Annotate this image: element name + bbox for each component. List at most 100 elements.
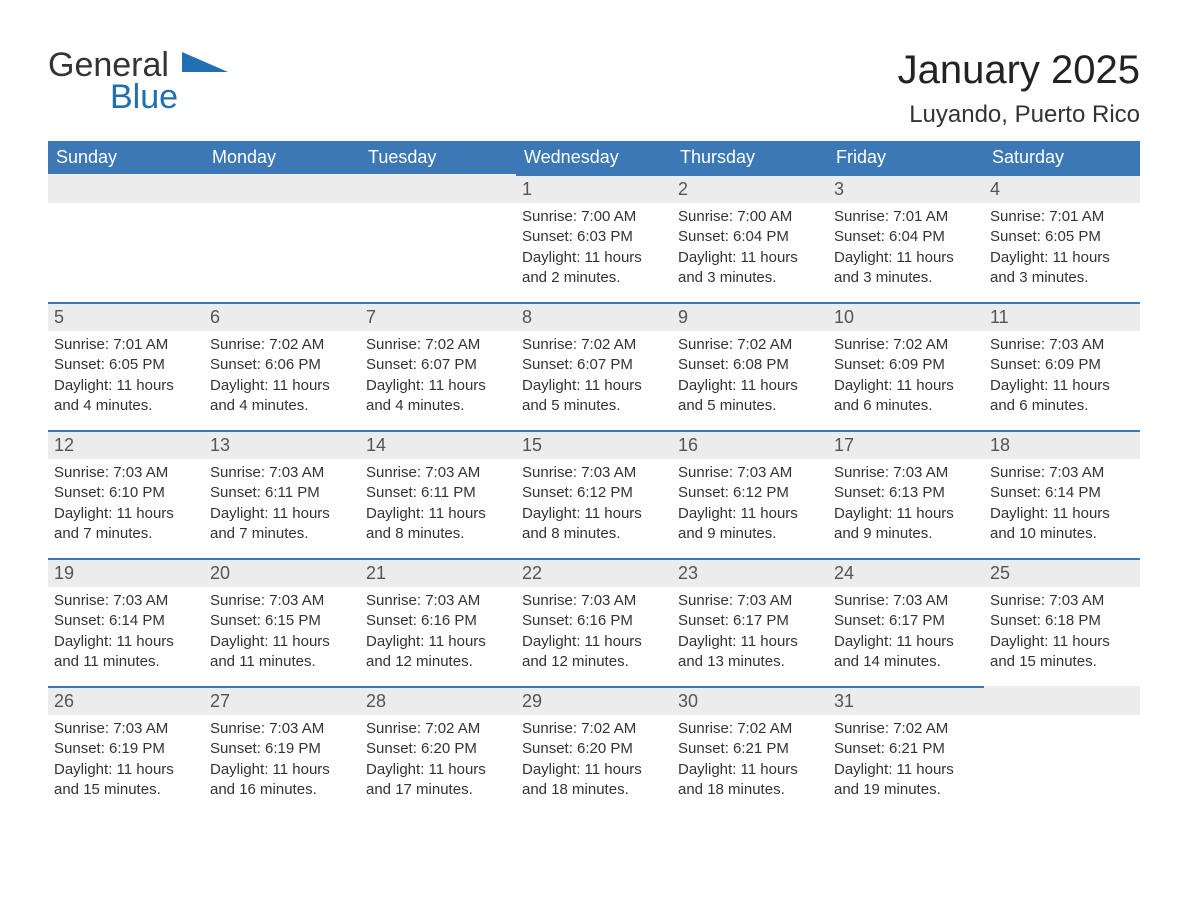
daylight-line: Daylight: 11 hours and 3 minutes. bbox=[678, 248, 822, 289]
daylight-line: Daylight: 11 hours and 8 minutes. bbox=[366, 504, 510, 545]
daylight-line: Daylight: 11 hours and 10 minutes. bbox=[990, 504, 1134, 545]
day-number-bar: 8 bbox=[516, 302, 672, 331]
weekday-header: Friday bbox=[828, 141, 984, 174]
brand-line2: Blue bbox=[48, 80, 178, 114]
calendar-cell: 12Sunrise: 7:03 AMSunset: 6:10 PMDayligh… bbox=[48, 430, 204, 558]
day-number-bar: 3 bbox=[828, 174, 984, 203]
daylight-line: Daylight: 11 hours and 12 minutes. bbox=[366, 632, 510, 673]
calendar-cell: 22Sunrise: 7:03 AMSunset: 6:16 PMDayligh… bbox=[516, 558, 672, 686]
sunrise-line: Sunrise: 7:03 AM bbox=[990, 463, 1134, 483]
sunrise-line: Sunrise: 7:02 AM bbox=[834, 719, 978, 739]
daylight-line: Daylight: 11 hours and 19 minutes. bbox=[834, 760, 978, 801]
day-body: Sunrise: 7:03 AMSunset: 6:14 PMDaylight:… bbox=[984, 459, 1140, 554]
location-subtitle: Luyando, Puerto Rico bbox=[898, 101, 1140, 129]
daylight-line: Daylight: 11 hours and 11 minutes. bbox=[210, 632, 354, 673]
calendar-cell: 14Sunrise: 7:03 AMSunset: 6:11 PMDayligh… bbox=[360, 430, 516, 558]
sunset-line: Sunset: 6:19 PM bbox=[210, 739, 354, 759]
day-body: Sunrise: 7:03 AMSunset: 6:11 PMDaylight:… bbox=[204, 459, 360, 554]
day-number-bar: 18 bbox=[984, 430, 1140, 459]
day-number-bar: 15 bbox=[516, 430, 672, 459]
day-number-bar bbox=[204, 174, 360, 203]
day-number-bar: 12 bbox=[48, 430, 204, 459]
sunset-line: Sunset: 6:10 PM bbox=[54, 483, 198, 503]
day-number-bar: 21 bbox=[360, 558, 516, 587]
sunrise-line: Sunrise: 7:03 AM bbox=[210, 463, 354, 483]
calendar-row: 26Sunrise: 7:03 AMSunset: 6:19 PMDayligh… bbox=[48, 686, 1140, 814]
day-body: Sunrise: 7:03 AMSunset: 6:12 PMDaylight:… bbox=[516, 459, 672, 554]
day-body: Sunrise: 7:03 AMSunset: 6:12 PMDaylight:… bbox=[672, 459, 828, 554]
sunrise-line: Sunrise: 7:03 AM bbox=[54, 463, 198, 483]
day-number-bar: 25 bbox=[984, 558, 1140, 587]
sunrise-line: Sunrise: 7:03 AM bbox=[54, 719, 198, 739]
sunrise-line: Sunrise: 7:01 AM bbox=[990, 207, 1134, 227]
sunset-line: Sunset: 6:19 PM bbox=[54, 739, 198, 759]
day-number-bar: 24 bbox=[828, 558, 984, 587]
sunset-line: Sunset: 6:06 PM bbox=[210, 355, 354, 375]
day-body: Sunrise: 7:03 AMSunset: 6:18 PMDaylight:… bbox=[984, 587, 1140, 682]
day-body: Sunrise: 7:02 AMSunset: 6:07 PMDaylight:… bbox=[516, 331, 672, 426]
day-body: Sunrise: 7:01 AMSunset: 6:05 PMDaylight:… bbox=[48, 331, 204, 426]
day-body bbox=[204, 203, 360, 217]
daylight-line: Daylight: 11 hours and 3 minutes. bbox=[834, 248, 978, 289]
day-body: Sunrise: 7:03 AMSunset: 6:11 PMDaylight:… bbox=[360, 459, 516, 554]
sunrise-line: Sunrise: 7:02 AM bbox=[678, 719, 822, 739]
sunset-line: Sunset: 6:03 PM bbox=[522, 227, 666, 247]
day-number-bar bbox=[360, 174, 516, 203]
day-body: Sunrise: 7:01 AMSunset: 6:04 PMDaylight:… bbox=[828, 203, 984, 298]
daylight-line: Daylight: 11 hours and 11 minutes. bbox=[54, 632, 198, 673]
daylight-line: Daylight: 11 hours and 14 minutes. bbox=[834, 632, 978, 673]
calendar-cell: 30Sunrise: 7:02 AMSunset: 6:21 PMDayligh… bbox=[672, 686, 828, 814]
calendar-row: 19Sunrise: 7:03 AMSunset: 6:14 PMDayligh… bbox=[48, 558, 1140, 686]
day-body: Sunrise: 7:03 AMSunset: 6:14 PMDaylight:… bbox=[48, 587, 204, 682]
day-number-bar: 27 bbox=[204, 686, 360, 715]
sunrise-line: Sunrise: 7:03 AM bbox=[210, 719, 354, 739]
calendar-cell: 11Sunrise: 7:03 AMSunset: 6:09 PMDayligh… bbox=[984, 302, 1140, 430]
sunset-line: Sunset: 6:15 PM bbox=[210, 611, 354, 631]
calendar-cell: 4Sunrise: 7:01 AMSunset: 6:05 PMDaylight… bbox=[984, 174, 1140, 302]
sunset-line: Sunset: 6:05 PM bbox=[990, 227, 1134, 247]
month-title: January 2025 bbox=[898, 48, 1140, 93]
calendar-cell: 9Sunrise: 7:02 AMSunset: 6:08 PMDaylight… bbox=[672, 302, 828, 430]
day-number-bar: 14 bbox=[360, 430, 516, 459]
calendar-head: SundayMondayTuesdayWednesdayThursdayFrid… bbox=[48, 141, 1140, 174]
sunset-line: Sunset: 6:17 PM bbox=[834, 611, 978, 631]
calendar-cell: 24Sunrise: 7:03 AMSunset: 6:17 PMDayligh… bbox=[828, 558, 984, 686]
daylight-line: Daylight: 11 hours and 3 minutes. bbox=[990, 248, 1134, 289]
sunset-line: Sunset: 6:08 PM bbox=[678, 355, 822, 375]
weekday-header: Monday bbox=[204, 141, 360, 174]
sunset-line: Sunset: 6:16 PM bbox=[522, 611, 666, 631]
day-number-bar: 20 bbox=[204, 558, 360, 587]
day-number-bar bbox=[984, 686, 1140, 715]
sunrise-line: Sunrise: 7:03 AM bbox=[990, 335, 1134, 355]
sunrise-line: Sunrise: 7:03 AM bbox=[366, 463, 510, 483]
sunset-line: Sunset: 6:13 PM bbox=[834, 483, 978, 503]
sunset-line: Sunset: 6:12 PM bbox=[522, 483, 666, 503]
sunrise-line: Sunrise: 7:02 AM bbox=[522, 719, 666, 739]
daylight-line: Daylight: 11 hours and 8 minutes. bbox=[522, 504, 666, 545]
day-number-bar: 9 bbox=[672, 302, 828, 331]
day-number-bar: 26 bbox=[48, 686, 204, 715]
daylight-line: Daylight: 11 hours and 17 minutes. bbox=[366, 760, 510, 801]
day-body: Sunrise: 7:02 AMSunset: 6:21 PMDaylight:… bbox=[828, 715, 984, 810]
calendar-cell: 6Sunrise: 7:02 AMSunset: 6:06 PMDaylight… bbox=[204, 302, 360, 430]
day-body: Sunrise: 7:02 AMSunset: 6:08 PMDaylight:… bbox=[672, 331, 828, 426]
day-body: Sunrise: 7:01 AMSunset: 6:05 PMDaylight:… bbox=[984, 203, 1140, 298]
day-body: Sunrise: 7:03 AMSunset: 6:17 PMDaylight:… bbox=[828, 587, 984, 682]
calendar-cell: 31Sunrise: 7:02 AMSunset: 6:21 PMDayligh… bbox=[828, 686, 984, 814]
daylight-line: Daylight: 11 hours and 18 minutes. bbox=[522, 760, 666, 801]
sunset-line: Sunset: 6:18 PM bbox=[990, 611, 1134, 631]
day-body: Sunrise: 7:03 AMSunset: 6:09 PMDaylight:… bbox=[984, 331, 1140, 426]
day-body: Sunrise: 7:03 AMSunset: 6:19 PMDaylight:… bbox=[48, 715, 204, 810]
day-body: Sunrise: 7:03 AMSunset: 6:10 PMDaylight:… bbox=[48, 459, 204, 554]
sunrise-line: Sunrise: 7:03 AM bbox=[522, 591, 666, 611]
weekday-header: Tuesday bbox=[360, 141, 516, 174]
sunset-line: Sunset: 6:05 PM bbox=[54, 355, 198, 375]
day-body: Sunrise: 7:02 AMSunset: 6:06 PMDaylight:… bbox=[204, 331, 360, 426]
calendar-cell: 1Sunrise: 7:00 AMSunset: 6:03 PMDaylight… bbox=[516, 174, 672, 302]
calendar-cell: 17Sunrise: 7:03 AMSunset: 6:13 PMDayligh… bbox=[828, 430, 984, 558]
day-body: Sunrise: 7:02 AMSunset: 6:07 PMDaylight:… bbox=[360, 331, 516, 426]
daylight-line: Daylight: 11 hours and 5 minutes. bbox=[678, 376, 822, 417]
sunset-line: Sunset: 6:11 PM bbox=[210, 483, 354, 503]
daylight-line: Daylight: 11 hours and 6 minutes. bbox=[990, 376, 1134, 417]
sunrise-line: Sunrise: 7:03 AM bbox=[834, 591, 978, 611]
